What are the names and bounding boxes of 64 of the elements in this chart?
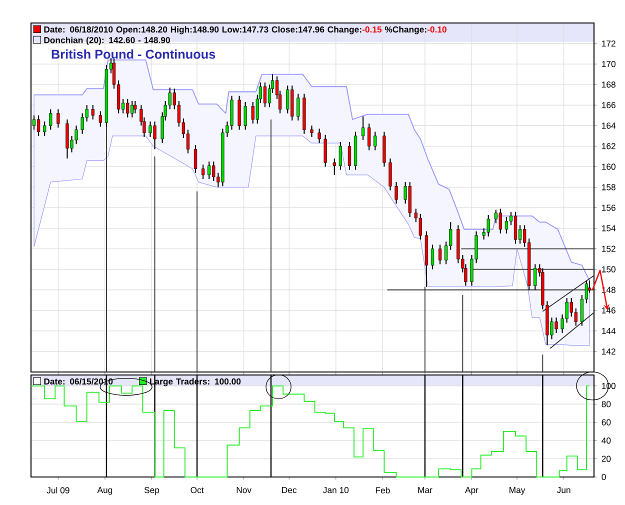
candlestick — [202, 164, 205, 180]
annotation: -0.10 — [427, 26, 446, 33]
candlestick — [194, 144, 198, 174]
y-tick-label: 156 — [602, 204, 616, 211]
x-tick-label: Jan 10 — [323, 487, 349, 494]
y-tick-label: 162 — [602, 143, 616, 150]
candlestick — [368, 123, 371, 151]
candlestick — [348, 142, 352, 170]
annotation: Date: 06/18/2010 Open:148.20 High:148.90 Low:147.73 Close:147.96 Change: — [44, 26, 362, 34]
x-tick-label: Nov — [236, 487, 252, 494]
candlestick — [56, 108, 60, 128]
candlestick — [324, 134, 327, 168]
candlestick — [332, 158, 336, 176]
candlestick — [430, 244, 434, 270]
candlestick — [310, 125, 314, 138]
y-tick-label: 150 — [602, 266, 616, 272]
y-tick-label: 168 — [602, 82, 616, 88]
candlestick — [134, 100, 137, 114]
y-tick-label: 20 — [602, 456, 611, 462]
candlestick — [514, 211, 518, 244]
y-tick-label: 0 — [602, 474, 606, 480]
x-tick-label: Jun — [556, 487, 570, 494]
candlestick — [296, 93, 300, 122]
y-tick-label: 144 — [602, 328, 616, 334]
candlestick — [98, 110, 102, 128]
y-tick-label: 152 — [602, 246, 616, 252]
y-tick-label: 160 — [602, 164, 616, 170]
candlestick — [91, 104, 94, 120]
candlestick — [438, 244, 442, 265]
candlestick — [362, 116, 365, 141]
candlestick — [394, 182, 398, 204]
candlestick — [49, 108, 52, 130]
x-tick-label: Apr — [465, 487, 478, 495]
y-tick-label: 60 — [602, 419, 611, 426]
y-tick-label: 172 — [602, 40, 616, 47]
candlestick — [504, 216, 508, 234]
y-tick-label: 80 — [602, 401, 611, 408]
x-tick-label: Oct — [190, 487, 204, 494]
y-tick-label: 142 — [602, 348, 616, 354]
y-tick-label: 154 — [602, 225, 616, 232]
x-tick-label: Dec — [282, 487, 297, 494]
candlestick — [36, 114, 40, 136]
x-tick-label: Mar — [418, 487, 432, 494]
y-tick-label: 170 — [602, 60, 616, 68]
candlestick — [374, 131, 377, 151]
text: British Pound - Continuous — [52, 49, 216, 59]
x-tick-label: Jul 09 — [46, 487, 70, 494]
y-tick-label: 40 — [602, 437, 611, 444]
candlestick — [244, 101, 247, 130]
candlestick — [318, 128, 321, 144]
candlestick — [43, 120, 46, 136]
y-tick-label: 158 — [602, 184, 616, 190]
y-tick-label: 146 — [602, 307, 616, 314]
x-tick-label: Aug — [97, 487, 112, 495]
candlestick — [338, 142, 342, 170]
y-tick-label: 164 — [602, 122, 616, 129]
y-tick-label: 166 — [602, 102, 616, 108]
annotation: -0.15 — [362, 26, 382, 33]
candlestick — [388, 158, 392, 191]
text: Donchian (20): 142.60 - 148.90 — [44, 36, 170, 45]
annotation: %Change: — [384, 26, 426, 34]
x-tick-label: Sep — [144, 487, 160, 495]
x-tick-label: Feb — [376, 487, 390, 494]
x-tick-label: May — [510, 487, 526, 495]
